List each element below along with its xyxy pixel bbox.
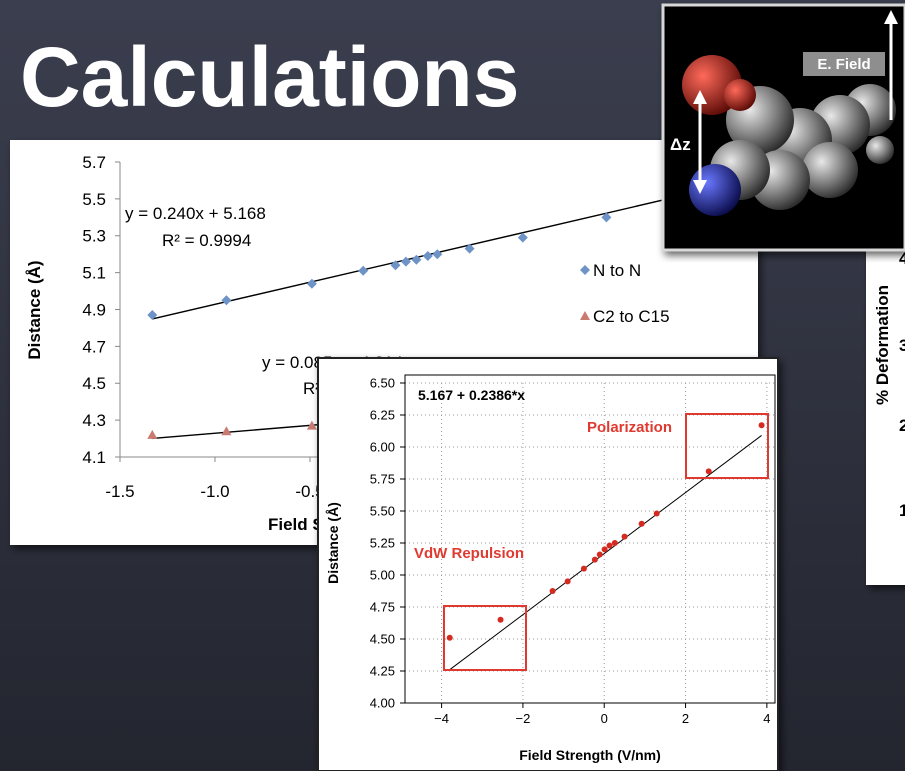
page: { "title": "Calculations", "chart_data":… bbox=[0, 0, 905, 771]
chart-panel: 4.00 4.25 4.50 4.75 5.00 5.25 5.50 5.75 6.00 6.25… bbox=[318, 358, 778, 771]
x-tick-label: −4 bbox=[434, 711, 449, 726]
point bbox=[602, 546, 608, 552]
y-tick-label: 2 bbox=[899, 416, 905, 435]
dz-label: Δz bbox=[670, 135, 691, 154]
y-axis-label: Distance (Å) bbox=[325, 502, 341, 584]
y-tick-label: 5.7 bbox=[82, 153, 106, 172]
atom bbox=[689, 164, 741, 216]
point bbox=[759, 422, 765, 428]
molecule-image: E. Field Δz bbox=[663, 5, 905, 250]
y-tick-label: 5.5 bbox=[82, 190, 106, 209]
y-tick-label: 4.25 bbox=[370, 664, 395, 679]
y-tick-label: 1 bbox=[899, 501, 905, 520]
y-tick-label: 6.25 bbox=[370, 408, 395, 423]
annotation: VdW Repulsion bbox=[414, 545, 524, 562]
trend-equation: y = 0.240x + 5.168 bbox=[125, 204, 266, 223]
point bbox=[550, 588, 556, 594]
point bbox=[654, 511, 660, 517]
point bbox=[447, 635, 453, 641]
y-tick-label: 4.9 bbox=[82, 300, 106, 319]
legend-label: N to N bbox=[593, 261, 641, 280]
x-tick-label: 0 bbox=[601, 711, 608, 726]
trend-r-squared: R² = 0.9994 bbox=[162, 231, 251, 250]
y-axis-label: % Deformation bbox=[873, 285, 892, 405]
point bbox=[498, 617, 504, 623]
y-tick-label: 4.7 bbox=[82, 337, 106, 356]
field-label: E. Field bbox=[817, 56, 870, 73]
y-tick-label: 4.5 bbox=[82, 374, 106, 393]
y-tick-label: 5.1 bbox=[82, 264, 106, 283]
point bbox=[581, 566, 587, 572]
point bbox=[639, 521, 645, 527]
slide: Calculations 4.1 4.3 4.5 4.7 4.9 5.1 5.3 5.5 5.7… bbox=[0, 0, 905, 771]
point bbox=[607, 543, 613, 549]
atom bbox=[802, 142, 858, 198]
x-tick-label: -1.5 bbox=[105, 482, 134, 501]
y-tick-label: 4 bbox=[899, 249, 905, 268]
y-tick-label: 4.3 bbox=[82, 411, 106, 430]
y-tick-label: 6.00 bbox=[370, 440, 395, 455]
y-tick-label: 5.3 bbox=[82, 227, 106, 246]
trend-equation: 5.167 + 0.2386*x bbox=[418, 387, 525, 403]
x-tick-label: -1.0 bbox=[200, 482, 229, 501]
point bbox=[592, 557, 598, 563]
y-tick-label: 6.50 bbox=[370, 376, 395, 391]
y-tick-label: 4.75 bbox=[370, 600, 395, 615]
point bbox=[565, 578, 571, 584]
x-tick-label: −2 bbox=[515, 711, 530, 726]
y-tick-label: 4.00 bbox=[370, 696, 395, 711]
partial-chart: % Deformation 4 3 2 1 bbox=[866, 249, 905, 585]
y-axis-label: Distance (Å) bbox=[25, 260, 44, 359]
x-axis-label: Field Strength (V/nm) bbox=[519, 747, 661, 763]
y-tick-label: 5.75 bbox=[370, 472, 395, 487]
slide-title: Calculations bbox=[20, 30, 519, 124]
y-tick-label: 4.50 bbox=[370, 632, 395, 647]
x-tick-label: 4 bbox=[763, 711, 770, 726]
y-tick-label: 4.1 bbox=[82, 448, 106, 467]
y-tick-label: 3 bbox=[899, 336, 905, 355]
point bbox=[706, 468, 712, 474]
y-tick-label: 5.50 bbox=[370, 504, 395, 519]
point bbox=[612, 540, 618, 546]
point bbox=[622, 534, 628, 540]
legend-label: C2 to C15 bbox=[593, 307, 670, 326]
x-tick-label: 2 bbox=[682, 711, 689, 726]
atom bbox=[724, 79, 756, 111]
point bbox=[597, 552, 603, 558]
y-tick-label: 5.25 bbox=[370, 536, 395, 551]
atom bbox=[866, 136, 894, 164]
y-tick-label: 5.00 bbox=[370, 568, 395, 583]
annotation: Polarization bbox=[587, 419, 672, 436]
